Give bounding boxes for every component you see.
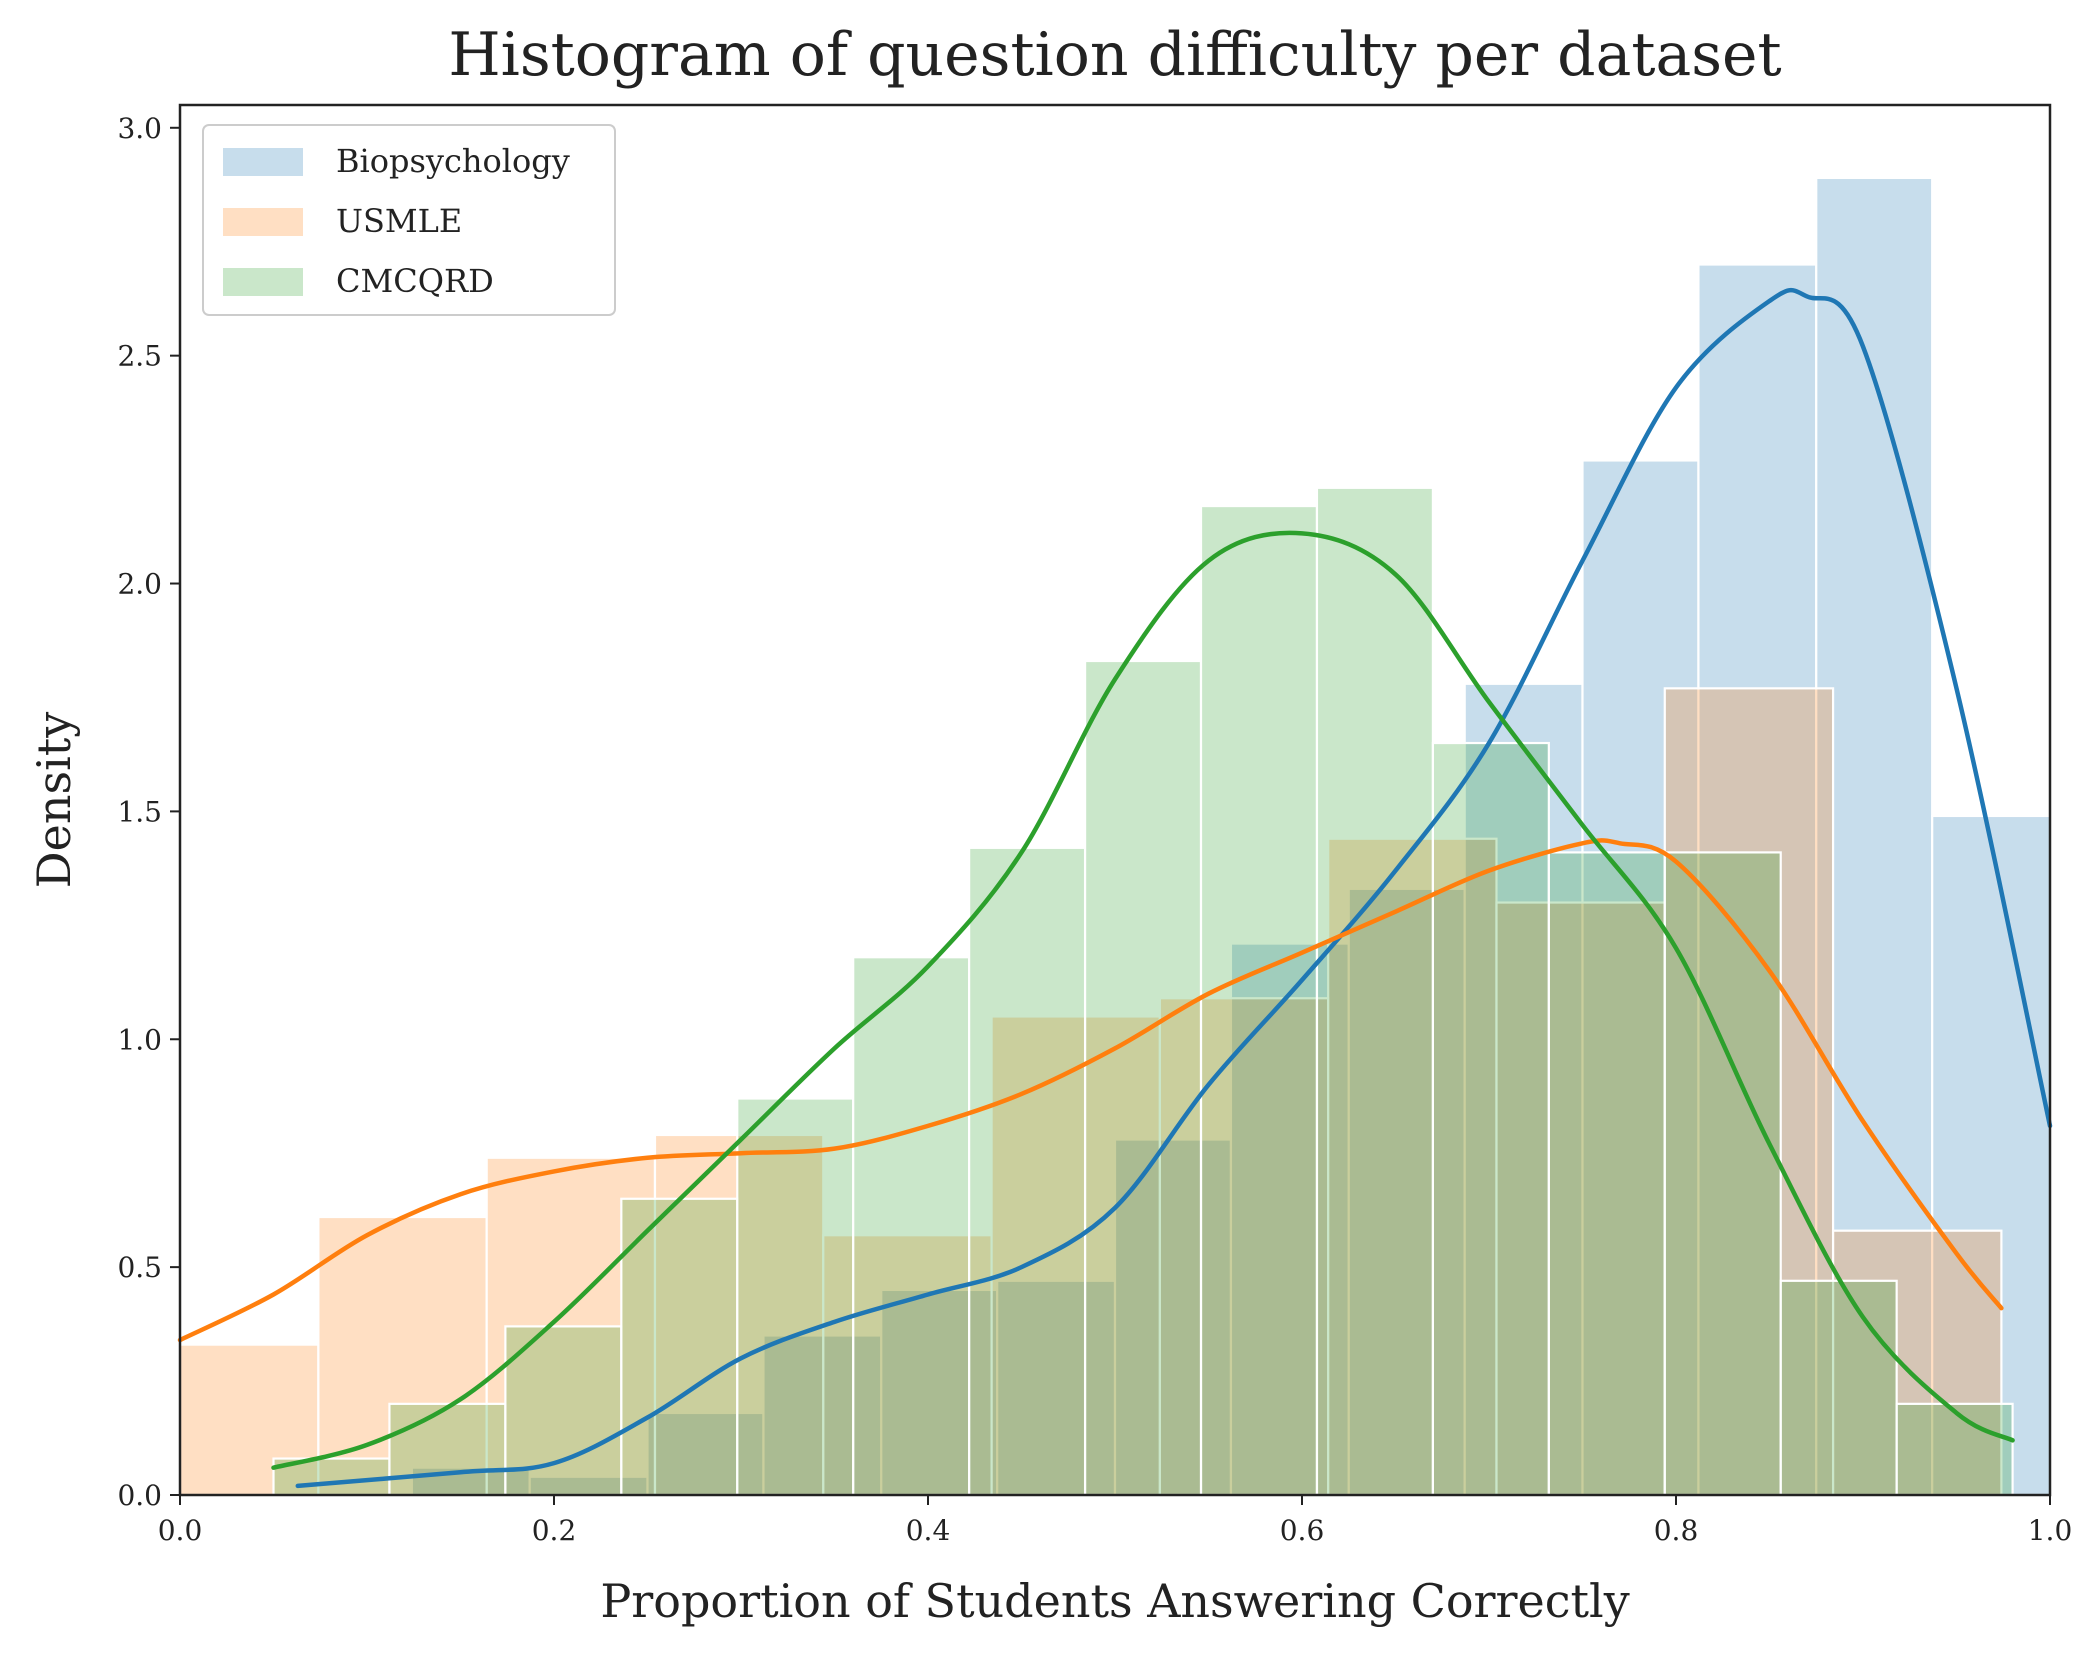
legend: Biopsychology USMLE CMCQRD — [202, 124, 616, 316]
bar-cmcqrd-9 — [1315, 486, 1434, 1497]
histogram-bars — [178, 176, 2052, 1497]
bar-cmcqrd-11 — [1547, 851, 1666, 1497]
legend-swatch-biopsychology — [223, 148, 303, 176]
y-tick-label-6: 3.0 — [117, 112, 162, 145]
bar-cmcqrd-3 — [620, 1197, 739, 1497]
y-tick-label-5: 2.5 — [117, 340, 162, 373]
bar-usmle-4 — [822, 1234, 993, 1497]
chart-title: Histogram of question difficulty per dat… — [448, 20, 1781, 90]
y-tick-label-0: 0.0 — [117, 1479, 162, 1512]
x-tick-label-0: 0.0 — [158, 1514, 203, 1547]
legend-swatch-cmcqrd — [223, 268, 303, 296]
bar-cmcqrd-5 — [852, 956, 971, 1497]
x-tick-label-5: 1.0 — [2028, 1514, 2073, 1547]
kde-line-cmcqrd — [271, 530, 2015, 1470]
bar-biopsychology-8 — [1347, 887, 1466, 1497]
axis-ticks: 0.0 0.2 0.4 0.6 0.8 1.0 0.0 0.5 1.0 1.5 2.0 2.5 3.0 — [117, 112, 2072, 1547]
bar-cmcqrd-12 — [1663, 851, 1782, 1497]
bar-biopsychology-13 — [1931, 814, 2052, 1497]
x-tick-label-4: 0.8 — [1654, 1514, 1699, 1547]
legend-label-cmcqrd: CMCQRD — [336, 262, 494, 300]
kde-curves — [177, 287, 2053, 1489]
kde-line-usmle — [177, 838, 2004, 1343]
bar-usmle-0 — [178, 1343, 320, 1497]
bar-cmcqrd-1 — [388, 1402, 507, 1497]
bar-usmle-8 — [1495, 901, 1666, 1497]
y-axis-label: Density — [27, 712, 81, 889]
bar-usmle-1 — [317, 1215, 488, 1497]
legend-box — [202, 124, 616, 316]
bar-cmcqrd-13 — [1779, 1279, 1898, 1497]
y-tick-label-4: 2.0 — [117, 568, 162, 601]
bar-biopsychology-2 — [646, 1411, 765, 1497]
bar-usmle-9 — [1663, 687, 1835, 1497]
x-tick-label-2: 0.4 — [906, 1514, 951, 1547]
legend-label-biopsychology: Biopsychology — [336, 142, 570, 180]
y-tick-label-2: 1.0 — [117, 1023, 162, 1056]
bar-usmle-6 — [1158, 997, 1330, 1497]
y-tick-label-1: 0.5 — [117, 1251, 162, 1284]
legend-swatch-usmle — [223, 208, 303, 236]
kde-line-biopsychology — [295, 287, 2053, 1489]
bar-usmle-7 — [1327, 837, 1498, 1497]
bar-cmcqrd-14 — [1895, 1402, 2014, 1497]
x-axis-label: Proportion of Students Answering Correct… — [600, 1574, 1629, 1628]
bar-cmcqrd-7 — [1083, 659, 1203, 1497]
x-tick-label-1: 0.2 — [532, 1514, 577, 1547]
bar-biopsychology-10 — [1581, 459, 1700, 1497]
bar-cmcqrd-8 — [1199, 504, 1319, 1497]
bar-biopsychology-9 — [1463, 682, 1584, 1497]
y-tick-label-3: 1.5 — [117, 795, 162, 828]
legend-label-usmle: USMLE — [336, 202, 462, 240]
bar-cmcqrd-6 — [968, 846, 1087, 1497]
bar-cmcqrd-4 — [736, 1097, 855, 1497]
x-tick-label-3: 0.6 — [1280, 1514, 1325, 1547]
plot-frame — [178, 103, 2052, 1497]
